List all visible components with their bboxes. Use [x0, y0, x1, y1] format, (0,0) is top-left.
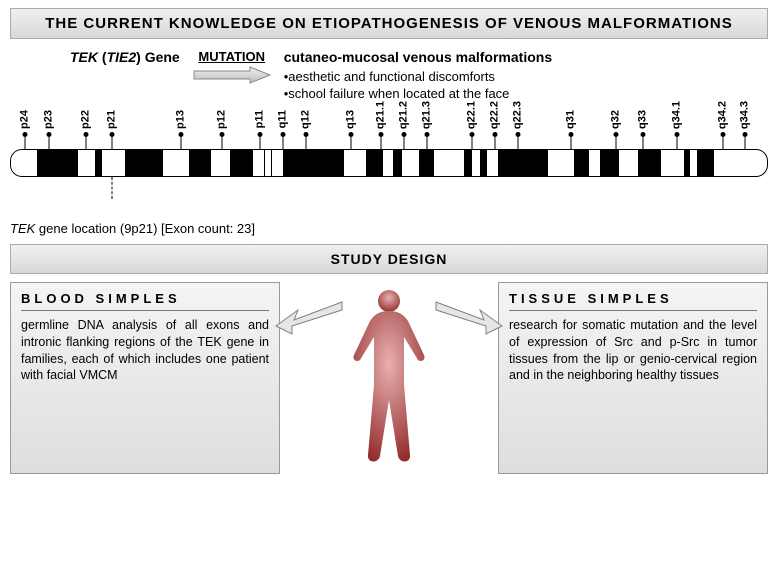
- ideogram-band: [589, 150, 600, 176]
- ideogram-band: [163, 150, 189, 176]
- blood-box: BLOOD SIMPLES germline DNA analysis of a…: [10, 282, 280, 474]
- tek-caption-rest: gene location (9p21) [Exon count: 23]: [35, 221, 255, 236]
- ideogram: p24p23p22p21p13p12p11q11q12q13q21.1q21.2…: [10, 109, 768, 199]
- ideogram-tick: q31: [565, 110, 576, 149]
- ideogram-band: [638, 150, 661, 176]
- study-design-banner: STUDY DESIGN: [10, 244, 768, 274]
- outcome-title: cutaneo-mucosal venous malformations: [284, 49, 552, 65]
- ideogram-band: [283, 150, 343, 176]
- blood-body: germline DNA analysis of all exons and i…: [21, 317, 269, 385]
- gene-tie2: TIE2: [107, 49, 137, 65]
- ideogram-tick: p21: [107, 110, 118, 149]
- ideogram-band: [37, 150, 79, 176]
- gene-tek: TEK: [70, 49, 98, 65]
- ideogram-band: [402, 150, 419, 176]
- ideogram-tick: q21.1: [376, 101, 387, 149]
- ideogram-band: [272, 150, 283, 176]
- ideogram-band: [264, 150, 272, 176]
- ideogram-tick: q34.3: [740, 101, 751, 149]
- ideogram-tick: q21.3: [421, 101, 432, 149]
- ideogram-band: [78, 150, 95, 176]
- ideogram-band: [211, 150, 230, 176]
- ideogram-band: [230, 150, 253, 176]
- ideogram-band: [661, 150, 684, 176]
- ideogram-tick: p11: [255, 110, 266, 148]
- ideogram-band: [690, 150, 698, 176]
- ideogram-band: [548, 150, 574, 176]
- ideogram-tick: q22.2: [490, 101, 501, 149]
- ideogram-band: [102, 150, 125, 176]
- tek-caption: TEK gene location (9p21) [Exon count: 23…: [10, 221, 768, 236]
- ideogram-band: [434, 150, 464, 176]
- tek-location-dash: [112, 177, 113, 199]
- ideogram-bar: [10, 149, 768, 177]
- gene-word: Gene: [141, 49, 180, 65]
- ideogram-band: [125, 150, 163, 176]
- ideogram-tick: q33: [637, 110, 648, 149]
- ideogram-ticks: p24p23p22p21p13p12p11q11q12q13q21.1q21.2…: [10, 109, 768, 149]
- arrow-left-icon: [274, 296, 344, 336]
- ideogram-tick: q34.1: [672, 101, 683, 149]
- ideogram-band: [480, 150, 488, 176]
- ideogram-band: [487, 150, 498, 176]
- ideogram-band: [393, 150, 403, 176]
- ideogram-band: [189, 150, 212, 176]
- ideogram-band: [95, 150, 103, 176]
- center-figure: [280, 282, 498, 474]
- ideogram-band: [11, 150, 37, 176]
- ideogram-band: [574, 150, 589, 176]
- blood-title: BLOOD SIMPLES: [21, 291, 269, 311]
- ideogram-band: [253, 150, 264, 176]
- ideogram-band: [366, 150, 383, 176]
- ideogram-tick: q34.2: [717, 101, 728, 149]
- gene-label: TEK (TIE2) Gene: [70, 49, 180, 65]
- ideogram-tick: p12: [217, 110, 228, 149]
- ideogram-tick: p24: [20, 110, 31, 149]
- tissue-title: TISSUE SIMPLES: [509, 291, 757, 311]
- ideogram-tick: q32: [611, 110, 622, 149]
- ideogram-tick: p13: [175, 110, 186, 149]
- human-body-icon: [334, 285, 444, 470]
- ideogram-tick: q11: [277, 110, 288, 148]
- ideogram-tick: p23: [44, 110, 55, 149]
- ideogram-band: [619, 150, 638, 176]
- ideogram-tick: q13: [346, 110, 357, 149]
- ideogram-band: [419, 150, 434, 176]
- outcome-block: cutaneo-mucosal venous malformations •ae…: [284, 49, 552, 103]
- ideogram-band: [697, 150, 714, 176]
- ideogram-band: [464, 150, 472, 176]
- tek-caption-italic: TEK: [10, 221, 35, 236]
- outcome-bullet-1: •aesthetic and functional discomforts: [284, 69, 552, 86]
- tissue-box: TISSUE SIMPLES research for somatic muta…: [498, 282, 768, 474]
- ideogram-tick: p22: [80, 110, 91, 149]
- ideogram-tick: q22.3: [512, 101, 523, 149]
- gene-mutation-row: TEK (TIE2) Gene MUTATION cutaneo-mucosal…: [70, 49, 758, 103]
- arrow-right-icon: [434, 296, 504, 336]
- ideogram-tick: q21.2: [399, 101, 410, 149]
- ideogram-band: [472, 150, 480, 176]
- mutation-label: MUTATION: [198, 49, 265, 64]
- ideogram-band: [344, 150, 367, 176]
- ideogram-band: [600, 150, 619, 176]
- title-banner: THE CURRENT KNOWLEDGE ON ETIOPATHOGENESI…: [10, 8, 768, 39]
- ideogram-band: [714, 150, 722, 176]
- tissue-body: research for somatic mutation and the le…: [509, 317, 757, 385]
- ideogram-band: [383, 150, 393, 176]
- ideogram-band: [498, 150, 547, 176]
- ideogram-tick: q12: [300, 110, 311, 149]
- right-arrow-icon: [192, 66, 272, 84]
- ideogram-tick: q22.1: [467, 101, 478, 149]
- study-row: BLOOD SIMPLES germline DNA analysis of a…: [10, 282, 768, 474]
- mutation-arrow-block: MUTATION: [192, 49, 272, 84]
